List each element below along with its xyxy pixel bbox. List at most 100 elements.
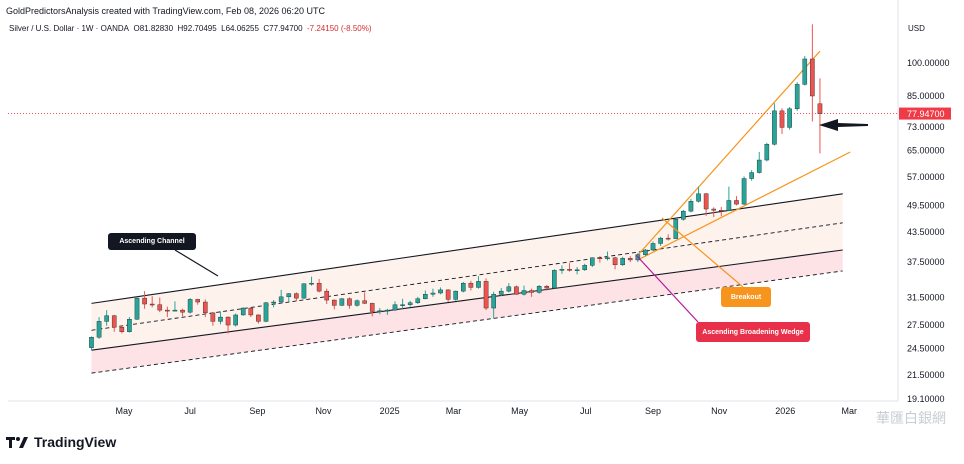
y-tick-label: 43.50000 — [907, 227, 945, 237]
y-tick-label: 65.00000 — [907, 145, 945, 155]
channel-upper-line — [91, 193, 843, 304]
candle-body — [165, 309, 170, 312]
candle-body — [278, 296, 284, 303]
candle-body — [574, 269, 580, 272]
annotation-ascending-channel-label: Ascending Channel — [119, 238, 185, 245]
brand-name: TradingView — [34, 434, 117, 450]
candle-body — [225, 316, 231, 326]
candle-body — [802, 58, 808, 85]
candle-body — [210, 312, 216, 322]
candle-body — [339, 298, 345, 306]
candle-body — [172, 309, 178, 312]
candle-body — [430, 292, 436, 295]
x-tick-label: Mar — [841, 406, 857, 416]
candle-body — [476, 281, 481, 288]
y-tick-label: 57.00000 — [907, 172, 945, 182]
x-tick-label: Sep — [645, 406, 661, 416]
candle-body — [362, 300, 367, 304]
candle-body — [240, 307, 246, 316]
candle-body — [681, 210, 686, 220]
candle-body — [294, 293, 299, 299]
candle-body — [286, 293, 292, 298]
candle-body — [483, 281, 489, 309]
tradingview-logo-icon — [6, 437, 28, 448]
candle-body — [703, 193, 709, 210]
candle-body — [627, 258, 633, 261]
candle-body — [612, 257, 618, 266]
x-tick-label: 2026 — [775, 406, 795, 416]
annotation-breakout: Breakout — [721, 287, 771, 307]
breakout-annotation-connector — [661, 217, 744, 288]
candle-body — [552, 270, 557, 289]
channel-fill — [91, 193, 843, 351]
watermark: 華匯白銀網 — [876, 410, 946, 426]
candle-body — [445, 289, 451, 300]
y-tick-label: 21.50000 — [907, 370, 945, 380]
annotation-wedge-label: Ascending Broadening Wedge — [702, 328, 804, 336]
candle-body — [347, 298, 352, 306]
candle-body — [104, 315, 109, 322]
symbol-bar: Silver / U.S. Dollar · 1W · OANDA O81.82… — [9, 24, 372, 33]
candle-body — [536, 285, 542, 293]
candle-body — [324, 290, 330, 301]
y-tick-label: 24.50000 — [907, 343, 945, 353]
candle-body — [719, 210, 724, 212]
candle-body — [111, 315, 117, 328]
candle-body — [415, 298, 421, 303]
candle-body — [400, 304, 405, 306]
y-tick-label: 27.50000 — [907, 320, 945, 330]
x-tick-label: Sep — [249, 406, 265, 416]
wedge-lower-line — [637, 151, 851, 261]
candle-body — [772, 110, 777, 145]
candle-body — [438, 289, 443, 294]
candle-body — [794, 84, 800, 110]
candle-body — [385, 309, 390, 312]
candle-body — [233, 314, 238, 326]
wedge-annotation-connector — [635, 254, 699, 323]
candle-body — [187, 299, 193, 313]
candle-body — [810, 58, 815, 97]
x-tick-label: May — [115, 406, 133, 416]
candle-body — [665, 237, 671, 240]
candle-body — [195, 299, 201, 303]
y-tick-label: 100.00000 — [907, 58, 950, 68]
candle-body — [734, 200, 739, 205]
candle-body — [741, 178, 747, 205]
candle-body — [96, 321, 102, 338]
candle-body — [756, 159, 762, 173]
candle-body — [157, 304, 163, 311]
channel-mid-line — [91, 222, 843, 331]
candle-body — [377, 310, 383, 312]
candle-body — [506, 286, 512, 292]
candle-body — [180, 309, 185, 313]
candle-body — [688, 201, 694, 212]
channel-annotation-connector — [174, 249, 219, 277]
annotation-ascending-channel: Ascending Channel — [108, 233, 196, 250]
x-tick-label: Nov — [315, 406, 332, 416]
candle-body — [256, 314, 261, 322]
candle-body — [529, 290, 534, 293]
candle-body — [331, 299, 337, 306]
last-price-tag — [899, 107, 951, 120]
candle-body — [726, 200, 732, 211]
tradingview-logo[interactable]: TradingView — [6, 434, 116, 450]
candle-body — [650, 243, 656, 251]
candle-body — [309, 282, 314, 285]
currency-label: USD — [908, 24, 925, 33]
candle-body — [248, 307, 254, 316]
candle-body — [521, 290, 527, 295]
x-tick-label: May — [511, 406, 529, 416]
candle-body — [218, 316, 223, 322]
candle-body — [149, 303, 155, 306]
candle-body — [134, 297, 140, 320]
annotation-wedge: Ascending Broadening Wedge — [696, 322, 810, 342]
channel-lower-fill — [91, 250, 843, 374]
wedge-upper-line — [637, 50, 821, 256]
candle-body — [423, 294, 428, 299]
channel-lower-line — [91, 249, 843, 351]
candle-body — [605, 257, 610, 260]
ohlc-low: L64.06255 — [221, 24, 259, 33]
candle-body — [711, 208, 717, 211]
candle-body — [514, 286, 519, 295]
